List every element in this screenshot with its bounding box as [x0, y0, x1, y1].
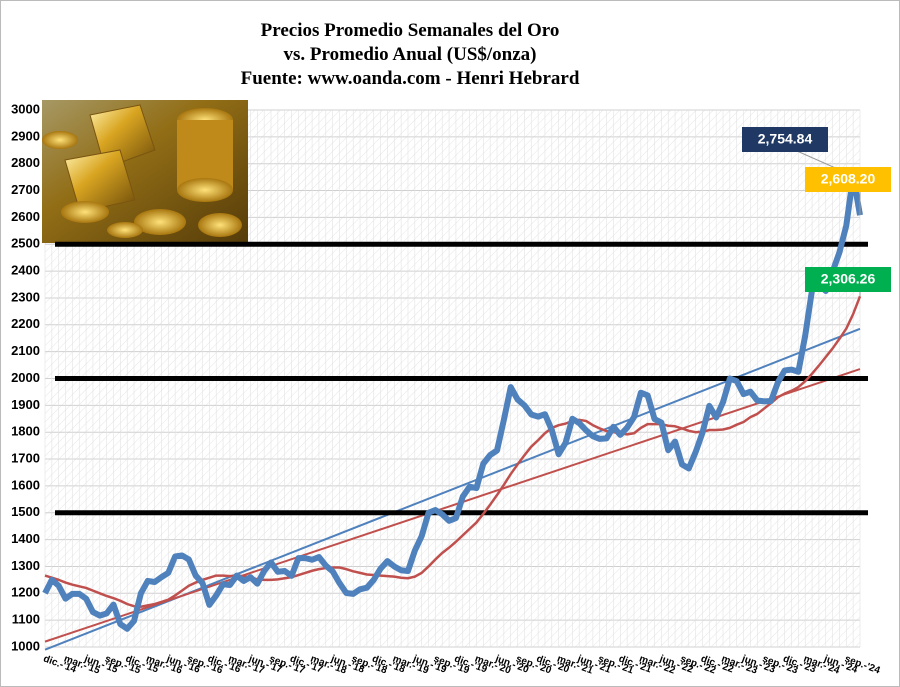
- callout-box: [742, 127, 828, 152]
- gold-photo: [42, 100, 248, 243]
- y-tick-label: 2300: [11, 289, 40, 304]
- y-tick-label: 1800: [11, 424, 40, 439]
- y-tick-label: 1000: [11, 638, 40, 653]
- y-tick-label: 1400: [11, 531, 40, 546]
- y-tick-label: 2900: [11, 128, 40, 143]
- y-tick-label: 3000: [11, 101, 40, 116]
- callout-label: 2,754.84: [758, 131, 813, 147]
- y-tick-label: 1600: [11, 477, 40, 492]
- callout-box: [805, 267, 891, 292]
- y-tick-label: 1700: [11, 450, 40, 465]
- y-tick-label: 2100: [11, 343, 40, 358]
- y-tick-label: 2200: [11, 316, 40, 331]
- y-tick-label: 1100: [12, 612, 40, 627]
- y-tick-label: 1900: [11, 397, 40, 412]
- y-tick-label: 2400: [11, 263, 40, 278]
- callout-box: [805, 167, 891, 192]
- y-tick-label: 1500: [11, 504, 40, 519]
- y-tick-label: 2600: [11, 209, 40, 224]
- chart-title: Fuente: www.oanda.com - Henri Hebrard: [241, 68, 580, 89]
- y-tick-label: 2700: [11, 182, 40, 197]
- callout-label: 2,306.26: [821, 271, 876, 287]
- y-tick-label: 1200: [11, 585, 40, 600]
- average-line: [44, 295, 862, 608]
- chart-title: Precios Promedio Semanales del Oro: [261, 20, 560, 41]
- callout-label: 2,608.20: [821, 171, 876, 187]
- chart-title: vs. Promedio Anual (US$/onza): [283, 44, 536, 65]
- y-tick-label: 2800: [11, 155, 40, 170]
- y-tick-label: 2000: [11, 370, 40, 385]
- trend-line: [44, 368, 861, 643]
- y-tick-label: 2500: [11, 236, 40, 251]
- y-tick-label: 1300: [11, 558, 40, 573]
- price-line: [42, 172, 863, 632]
